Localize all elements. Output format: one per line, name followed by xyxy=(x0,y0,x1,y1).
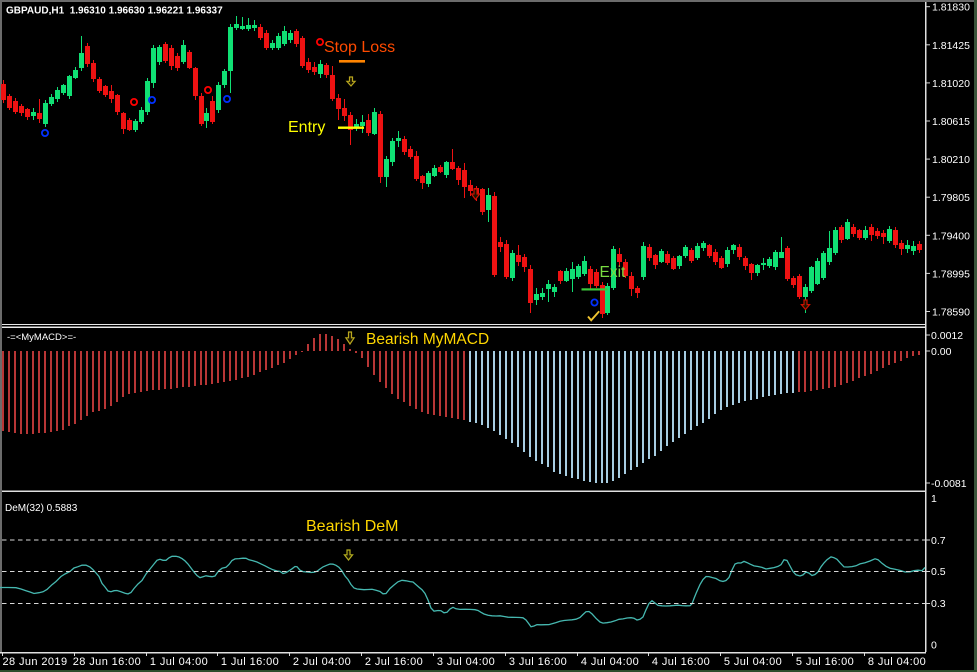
svg-text:0.5: 0.5 xyxy=(931,566,946,578)
svg-text:Bearish MyMACD: Bearish MyMACD xyxy=(366,331,489,348)
svg-text:Entry: Entry xyxy=(288,119,325,136)
svg-text:1 Jul 16:00: 1 Jul 16:00 xyxy=(221,656,279,668)
svg-text:0.7: 0.7 xyxy=(931,535,946,547)
svg-text:4 Jul 16:00: 4 Jul 16:00 xyxy=(652,656,710,668)
svg-text:1.81425: 1.81425 xyxy=(932,40,970,52)
svg-text:5 Jul 04:00: 5 Jul 04:00 xyxy=(724,656,782,668)
svg-text:1.78995: 1.78995 xyxy=(932,268,970,280)
svg-text:28 Jun 2019: 28 Jun 2019 xyxy=(3,656,68,668)
svg-text:1.78590: 1.78590 xyxy=(932,307,970,319)
svg-text:0.0012: 0.0012 xyxy=(931,330,963,342)
svg-text:0.3: 0.3 xyxy=(931,598,946,610)
svg-text:28 Jun 16:00: 28 Jun 16:00 xyxy=(73,656,141,668)
svg-text:DeM(32) 0.5883: DeM(32) 0.5883 xyxy=(5,503,78,514)
svg-text:0: 0 xyxy=(931,640,937,652)
svg-text:0.00: 0.00 xyxy=(931,346,952,358)
svg-text:Stop Loss: Stop Loss xyxy=(324,39,395,56)
svg-text:5 Jul 16:00: 5 Jul 16:00 xyxy=(796,656,854,668)
svg-text:Bearish DeM: Bearish DeM xyxy=(306,518,398,535)
svg-text:1.79805: 1.79805 xyxy=(932,192,970,204)
svg-text:1.80210: 1.80210 xyxy=(932,154,970,166)
svg-text:2 Jul 04:00: 2 Jul 04:00 xyxy=(293,656,351,668)
svg-text:-0.0081: -0.0081 xyxy=(931,478,967,490)
svg-text:-=<MyMACD>=-: -=<MyMACD>=- xyxy=(7,332,76,343)
svg-text:1: 1 xyxy=(931,493,937,505)
svg-text:3 Jul 04:00: 3 Jul 04:00 xyxy=(437,656,495,668)
svg-text:1.81020: 1.81020 xyxy=(932,78,970,90)
svg-text:3 Jul 16:00: 3 Jul 16:00 xyxy=(509,656,567,668)
svg-text:1.79400: 1.79400 xyxy=(932,230,970,242)
svg-text:2 Jul 16:00: 2 Jul 16:00 xyxy=(365,656,423,668)
svg-text:8 Jul 04:00: 8 Jul 04:00 xyxy=(868,656,926,668)
svg-text:GBPAUD,H1 1.96310 1.96630 1.9: GBPAUD,H1 1.96310 1.96630 1.96221 1.9633… xyxy=(6,6,223,17)
svg-text:Exit: Exit xyxy=(600,264,627,281)
svg-text:4 Jul 04:00: 4 Jul 04:00 xyxy=(581,656,639,668)
svg-text:1 Jul 04:00: 1 Jul 04:00 xyxy=(150,656,208,668)
svg-text:1.80615: 1.80615 xyxy=(932,116,970,128)
svg-text:1.81830: 1.81830 xyxy=(932,2,970,14)
